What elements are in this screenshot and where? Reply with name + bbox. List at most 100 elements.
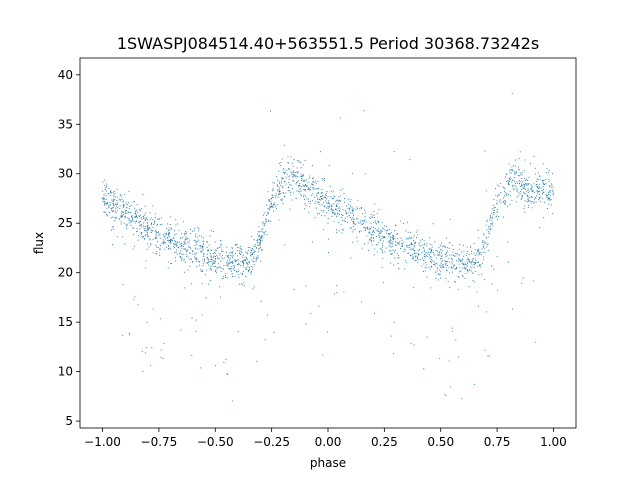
data-point [536, 185, 538, 188]
data-point [246, 258, 248, 260]
data-point [468, 270, 470, 272]
data-point [509, 190, 511, 192]
data-point [528, 176, 530, 178]
data-point [281, 158, 283, 160]
data-point [421, 244, 423, 246]
data-point [201, 259, 203, 261]
data-point [221, 249, 223, 251]
data-point [389, 238, 392, 240]
data-point [221, 277, 223, 280]
data-point [248, 260, 250, 262]
data-point [411, 243, 413, 246]
data-point [395, 241, 397, 243]
data-point [299, 183, 301, 185]
data-point [311, 165, 313, 167]
data-point [486, 246, 488, 248]
data-point [167, 232, 169, 234]
data-point [175, 243, 177, 245]
data-point [281, 198, 283, 200]
data-point [176, 242, 178, 244]
data-point [548, 190, 550, 192]
data-point [466, 259, 468, 261]
data-point [126, 212, 128, 214]
data-point [169, 242, 171, 244]
data-point [181, 242, 183, 244]
data-point [344, 198, 346, 200]
data-point [246, 253, 248, 255]
data-point [121, 236, 123, 238]
data-point [181, 233, 183, 235]
data-point [373, 210, 375, 212]
data-point [181, 258, 183, 260]
data-point [430, 258, 432, 261]
data-point [318, 305, 320, 307]
data-point [277, 184, 279, 186]
data-point [296, 160, 298, 162]
data-point [162, 239, 164, 241]
data-point [146, 321, 148, 324]
data-point [471, 267, 473, 269]
data-point [465, 267, 467, 269]
data-point [211, 257, 213, 259]
data-point [342, 214, 344, 216]
data-point [156, 231, 158, 233]
data-point [542, 183, 545, 185]
data-point [312, 184, 314, 186]
data-point [552, 189, 554, 191]
data-point [121, 198, 123, 200]
data-point [315, 207, 317, 209]
data-point [397, 263, 399, 265]
data-point [183, 243, 185, 246]
data-point [317, 213, 319, 215]
data-point [144, 220, 146, 222]
data-point [477, 229, 479, 231]
data-point [142, 236, 145, 238]
data-point [430, 265, 432, 267]
data-point [295, 183, 297, 185]
data-point [155, 229, 157, 231]
data-point [536, 190, 538, 192]
data-point [272, 206, 274, 209]
data-point [356, 206, 358, 208]
data-point [549, 189, 552, 191]
data-point [481, 262, 483, 264]
data-point [422, 270, 425, 272]
data-point [155, 237, 157, 239]
data-point [441, 255, 443, 257]
data-point [134, 216, 136, 219]
data-point [113, 204, 115, 206]
data-point [548, 203, 550, 205]
data-point [111, 207, 113, 210]
data-point [425, 261, 427, 264]
data-point [117, 207, 119, 209]
data-point [130, 221, 132, 223]
data-point [181, 236, 184, 238]
data-point [312, 181, 315, 183]
data-point [412, 287, 415, 289]
data-point [380, 231, 382, 233]
data-point [467, 271, 469, 273]
data-point [424, 257, 426, 259]
data-point [546, 208, 549, 210]
data-point [546, 194, 549, 196]
data-point [552, 192, 555, 195]
data-point [326, 207, 328, 209]
data-point [525, 189, 527, 191]
data-point [379, 232, 381, 234]
data-point [306, 185, 308, 187]
data-point [303, 194, 305, 196]
data-point [261, 229, 263, 231]
data-point [433, 263, 435, 266]
data-point [209, 253, 211, 255]
data-point [293, 174, 295, 176]
data-point [285, 183, 287, 185]
data-point [150, 231, 152, 233]
data-point [328, 210, 330, 212]
data-point [483, 246, 485, 249]
data-point [249, 255, 251, 257]
data-point [540, 187, 542, 189]
data-point [394, 229, 396, 231]
data-point [469, 266, 472, 268]
data-point [439, 266, 442, 268]
data-point [279, 189, 281, 191]
